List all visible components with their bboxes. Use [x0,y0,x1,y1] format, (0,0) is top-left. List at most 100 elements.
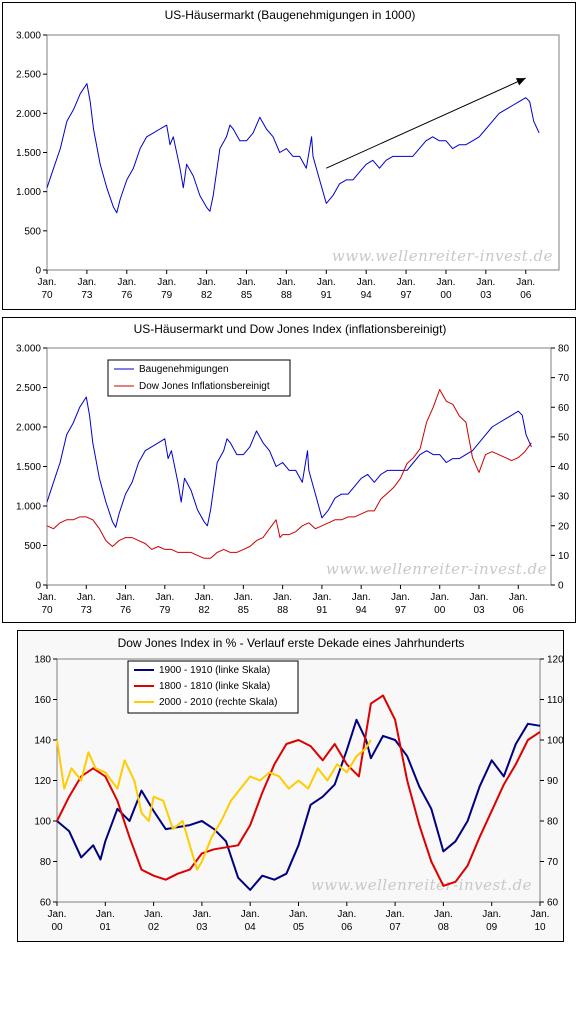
x-tick-label: 97 [395,605,407,616]
x-tick-label: Jan. [116,592,135,603]
x-tick-label: 07 [390,922,402,933]
x-tick-label: 06 [520,290,532,301]
x-tick-label: 79 [161,290,173,301]
y-tick-label: 2.000 [16,423,41,434]
chart-panel-housing: US-Häusermarkt (Baugenehmigungen in 1000… [2,2,576,310]
x-tick-label: Jan. [516,277,535,288]
y-tick-label: 1.000 [16,502,41,513]
x-tick-label: 00 [51,922,63,933]
series-line-2 [56,694,541,887]
series-line-3 [56,739,372,871]
x-tick-label: 06 [341,922,353,933]
chart-title: US-Häusermarkt und Dow Jones Index (infl… [134,322,447,336]
x-tick-label: Jan. [117,277,136,288]
y2-tick-label: 120 [547,655,564,666]
watermark: www.wellenreiter-invest.de [326,560,547,578]
x-tick-label: Jan. [470,592,489,603]
series-line-2 [46,389,532,559]
x-tick-label: 91 [316,605,328,616]
x-tick-label: Jan. [357,277,376,288]
x-tick-label: 05 [293,922,305,933]
x-tick-label: Jan. [397,277,416,288]
x-tick-label: Jan. [430,592,449,603]
trend-arrow-line [326,77,526,169]
y2-tick-label: 30 [558,492,570,503]
x-tick-label: 00 [434,605,446,616]
x-tick-label: Jan. [241,909,260,920]
x-tick-label: 97 [401,290,413,301]
x-tick-label: Jan. [192,909,211,920]
chart-housing-dow-svg: US-Häusermarkt und Dow Jones Index (infl… [16,322,570,616]
x-tick-label: Jan. [197,277,216,288]
x-tick-label: Jan. [476,277,495,288]
y-tick-label: 160 [34,695,51,706]
x-tick-label: 73 [81,605,93,616]
y-tick-label: 1.500 [16,462,41,473]
chart-title: US-Häusermarkt (Baugenehmigungen in 1000… [165,8,416,22]
y2-tick-label: 90 [547,776,559,787]
x-tick-label: Jan. [434,909,453,920]
x-tick-label: Jan. [144,909,163,920]
series-line-1 [46,83,540,214]
x-tick-label: Jan. [289,909,308,920]
y2-tick-label: 80 [547,817,559,828]
x-tick-label: 00 [440,290,452,301]
x-tick-label: 02 [148,922,160,933]
trend-arrow-head [515,78,526,86]
x-tick-label: 94 [356,605,368,616]
y2-tick-label: 100 [547,736,564,747]
y-tick-label: 1.000 [16,187,41,198]
x-tick-label: Jan. [391,592,410,603]
x-tick-label: 03 [473,605,485,616]
y-tick-label: 500 [24,541,41,552]
x-tick-label: Jan. [509,592,528,603]
y-tick-label: 2.500 [16,70,41,81]
y-tick-label: 2.000 [16,109,41,120]
y2-tick-label: 110 [547,695,563,706]
x-tick-label: Jan. [48,909,67,920]
y2-tick-label: 60 [558,403,570,414]
y2-tick-label: 40 [558,462,570,473]
x-tick-label: Jan. [38,592,57,603]
y-tick-label: 180 [34,655,51,666]
x-tick-label: Jan. [38,277,57,288]
x-tick-label: Jan. [77,592,96,603]
x-tick-label: 09 [486,922,498,933]
x-tick-label: Jan. [155,592,174,603]
series-line-1 [46,396,532,528]
x-tick-label: 04 [245,922,257,933]
y2-tick-label: 50 [558,432,570,443]
chart-panel-housing-dow: US-Häusermarkt und Dow Jones Index (infl… [2,317,576,623]
x-tick-label: Jan. [195,592,214,603]
chart-title: Dow Jones Index in % - Verlauf erste Dek… [118,636,465,650]
y-tick-label: 500 [24,226,41,237]
x-tick-label: 70 [41,605,53,616]
legend-label-3: 2000 - 2010 (rechte Skala) [159,697,277,708]
y2-tick-label: 70 [558,373,570,384]
x-tick-label: 08 [438,922,450,933]
x-tick-label: 03 [196,922,208,933]
chart-panel-dow-decades: Dow Jones Index in % - Verlauf erste Dek… [17,630,564,942]
x-tick-label: 06 [513,605,525,616]
y2-tick-label: 70 [547,857,559,868]
x-tick-label: 88 [281,290,293,301]
y-tick-label: 60 [40,898,52,909]
y-tick-label: 3.000 [16,344,41,355]
legend-label-1: Baugenehmigungen [139,364,229,375]
x-tick-label: 03 [480,290,492,301]
x-tick-label: Jan. [337,909,356,920]
legend-label-2: 1800 - 1810 (linke Skala) [159,681,270,692]
x-tick-label: Jan. [386,909,405,920]
x-tick-label: Jan. [531,909,550,920]
y-tick-label: 0 [35,581,41,592]
y-tick-label: 80 [40,857,52,868]
legend-box [127,660,299,714]
x-tick-label: 79 [159,605,171,616]
plot-area [46,34,560,271]
series-line-1 [56,718,541,891]
y-tick-label: 3.000 [16,31,41,42]
x-tick-label: Jan. [312,592,331,603]
y-tick-label: 120 [34,776,51,787]
x-tick-label: Jan. [482,909,501,920]
y2-tick-label: 0 [558,581,564,592]
